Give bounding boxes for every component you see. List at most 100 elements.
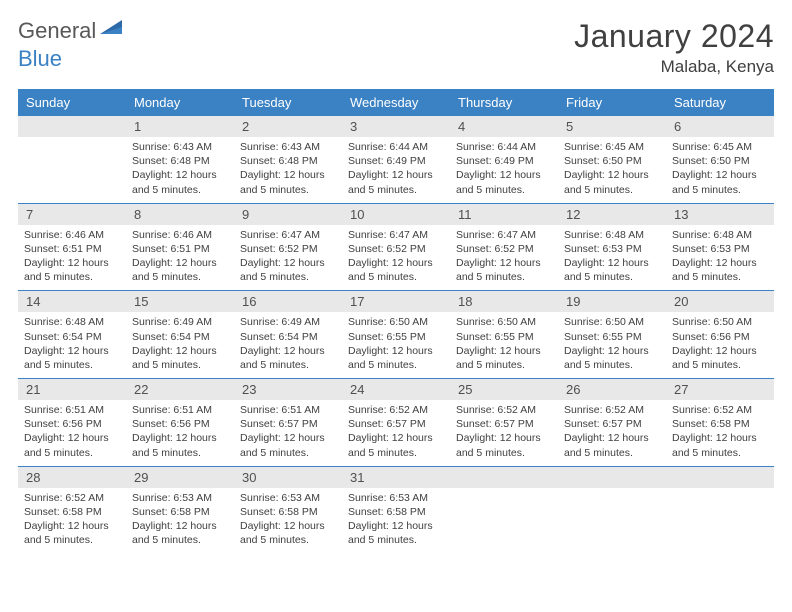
day-details: Sunrise: 6:47 AMSunset: 6:52 PMDaylight:… bbox=[234, 225, 342, 291]
day-details: Sunrise: 6:50 AMSunset: 6:56 PMDaylight:… bbox=[666, 312, 774, 378]
day-details: Sunrise: 6:48 AMSunset: 6:53 PMDaylight:… bbox=[558, 225, 666, 291]
day-number-empty bbox=[666, 467, 774, 488]
day-details: Sunrise: 6:49 AMSunset: 6:54 PMDaylight:… bbox=[234, 312, 342, 378]
day-number: 30 bbox=[234, 467, 342, 488]
day-number: 4 bbox=[450, 116, 558, 137]
calendar-row: 28Sunrise: 6:52 AMSunset: 6:58 PMDayligh… bbox=[18, 466, 774, 554]
brand-logo: General bbox=[18, 18, 124, 44]
brand-part2: Blue bbox=[18, 46, 62, 72]
calendar-cell: 22Sunrise: 6:51 AMSunset: 6:56 PMDayligh… bbox=[126, 379, 234, 466]
day-details: Sunrise: 6:43 AMSunset: 6:48 PMDaylight:… bbox=[126, 137, 234, 203]
day-number: 25 bbox=[450, 379, 558, 400]
brand-triangle-icon bbox=[100, 17, 122, 40]
day-details: Sunrise: 6:52 AMSunset: 6:58 PMDaylight:… bbox=[18, 488, 126, 554]
calendar-cell: 5Sunrise: 6:45 AMSunset: 6:50 PMDaylight… bbox=[558, 116, 666, 203]
day-number: 12 bbox=[558, 204, 666, 225]
calendar-cell: 16Sunrise: 6:49 AMSunset: 6:54 PMDayligh… bbox=[234, 291, 342, 378]
calendar-cell: 26Sunrise: 6:52 AMSunset: 6:57 PMDayligh… bbox=[558, 379, 666, 466]
day-number: 8 bbox=[126, 204, 234, 225]
calendar-row: 7Sunrise: 6:46 AMSunset: 6:51 PMDaylight… bbox=[18, 203, 774, 291]
day-details: Sunrise: 6:52 AMSunset: 6:57 PMDaylight:… bbox=[558, 400, 666, 466]
day-details: Sunrise: 6:48 AMSunset: 6:53 PMDaylight:… bbox=[666, 225, 774, 291]
calendar-cell: 1Sunrise: 6:43 AMSunset: 6:48 PMDaylight… bbox=[126, 116, 234, 203]
calendar-weekday-header: SundayMondayTuesdayWednesdayThursdayFrid… bbox=[18, 89, 774, 116]
calendar-cell bbox=[18, 116, 126, 203]
calendar-cell: 6Sunrise: 6:45 AMSunset: 6:50 PMDaylight… bbox=[666, 116, 774, 203]
location: Malaba, Kenya bbox=[574, 57, 774, 77]
day-number: 3 bbox=[342, 116, 450, 137]
day-details: Sunrise: 6:53 AMSunset: 6:58 PMDaylight:… bbox=[126, 488, 234, 554]
calendar-cell: 14Sunrise: 6:48 AMSunset: 6:54 PMDayligh… bbox=[18, 291, 126, 378]
weekday-wednesday: Wednesday bbox=[342, 89, 450, 116]
day-details: Sunrise: 6:51 AMSunset: 6:56 PMDaylight:… bbox=[126, 400, 234, 466]
day-details: Sunrise: 6:44 AMSunset: 6:49 PMDaylight:… bbox=[450, 137, 558, 203]
calendar-cell: 18Sunrise: 6:50 AMSunset: 6:55 PMDayligh… bbox=[450, 291, 558, 378]
day-details: Sunrise: 6:52 AMSunset: 6:57 PMDaylight:… bbox=[342, 400, 450, 466]
day-details: Sunrise: 6:48 AMSunset: 6:54 PMDaylight:… bbox=[18, 312, 126, 378]
calendar-cell: 8Sunrise: 6:46 AMSunset: 6:51 PMDaylight… bbox=[126, 204, 234, 291]
calendar-cell: 3Sunrise: 6:44 AMSunset: 6:49 PMDaylight… bbox=[342, 116, 450, 203]
day-number: 19 bbox=[558, 291, 666, 312]
day-details: Sunrise: 6:50 AMSunset: 6:55 PMDaylight:… bbox=[558, 312, 666, 378]
day-number: 21 bbox=[18, 379, 126, 400]
day-number: 10 bbox=[342, 204, 450, 225]
day-number: 22 bbox=[126, 379, 234, 400]
calendar-cell: 27Sunrise: 6:52 AMSunset: 6:58 PMDayligh… bbox=[666, 379, 774, 466]
day-number: 28 bbox=[18, 467, 126, 488]
day-details: Sunrise: 6:47 AMSunset: 6:52 PMDaylight:… bbox=[450, 225, 558, 291]
day-details: Sunrise: 6:43 AMSunset: 6:48 PMDaylight:… bbox=[234, 137, 342, 203]
calendar-cell: 19Sunrise: 6:50 AMSunset: 6:55 PMDayligh… bbox=[558, 291, 666, 378]
day-number: 27 bbox=[666, 379, 774, 400]
day-details: Sunrise: 6:45 AMSunset: 6:50 PMDaylight:… bbox=[666, 137, 774, 203]
calendar-cell bbox=[558, 467, 666, 554]
calendar-row: 1Sunrise: 6:43 AMSunset: 6:48 PMDaylight… bbox=[18, 116, 774, 203]
day-number: 15 bbox=[126, 291, 234, 312]
weekday-tuesday: Tuesday bbox=[234, 89, 342, 116]
calendar-cell: 23Sunrise: 6:51 AMSunset: 6:57 PMDayligh… bbox=[234, 379, 342, 466]
calendar-row: 14Sunrise: 6:48 AMSunset: 6:54 PMDayligh… bbox=[18, 290, 774, 378]
day-details: Sunrise: 6:44 AMSunset: 6:49 PMDaylight:… bbox=[342, 137, 450, 203]
day-number: 16 bbox=[234, 291, 342, 312]
calendar-cell: 15Sunrise: 6:49 AMSunset: 6:54 PMDayligh… bbox=[126, 291, 234, 378]
day-number: 20 bbox=[666, 291, 774, 312]
calendar-cell: 2Sunrise: 6:43 AMSunset: 6:48 PMDaylight… bbox=[234, 116, 342, 203]
calendar-row: 21Sunrise: 6:51 AMSunset: 6:56 PMDayligh… bbox=[18, 378, 774, 466]
day-number: 18 bbox=[450, 291, 558, 312]
day-number-empty bbox=[450, 467, 558, 488]
day-number-empty bbox=[18, 116, 126, 137]
calendar-body: 1Sunrise: 6:43 AMSunset: 6:48 PMDaylight… bbox=[18, 116, 774, 553]
calendar-cell bbox=[666, 467, 774, 554]
calendar-cell: 20Sunrise: 6:50 AMSunset: 6:56 PMDayligh… bbox=[666, 291, 774, 378]
day-number: 11 bbox=[450, 204, 558, 225]
day-details: Sunrise: 6:51 AMSunset: 6:56 PMDaylight:… bbox=[18, 400, 126, 466]
calendar-cell: 21Sunrise: 6:51 AMSunset: 6:56 PMDayligh… bbox=[18, 379, 126, 466]
day-details: Sunrise: 6:53 AMSunset: 6:58 PMDaylight:… bbox=[234, 488, 342, 554]
day-number: 26 bbox=[558, 379, 666, 400]
day-details: Sunrise: 6:51 AMSunset: 6:57 PMDaylight:… bbox=[234, 400, 342, 466]
day-details: Sunrise: 6:45 AMSunset: 6:50 PMDaylight:… bbox=[558, 137, 666, 203]
header: General January 2024 Malaba, Kenya bbox=[18, 18, 774, 77]
brand-part1: General bbox=[18, 18, 96, 44]
calendar-cell: 13Sunrise: 6:48 AMSunset: 6:53 PMDayligh… bbox=[666, 204, 774, 291]
weekday-monday: Monday bbox=[126, 89, 234, 116]
calendar-cell: 31Sunrise: 6:53 AMSunset: 6:58 PMDayligh… bbox=[342, 467, 450, 554]
day-number: 5 bbox=[558, 116, 666, 137]
day-details: Sunrise: 6:49 AMSunset: 6:54 PMDaylight:… bbox=[126, 312, 234, 378]
day-details: Sunrise: 6:53 AMSunset: 6:58 PMDaylight:… bbox=[342, 488, 450, 554]
day-details: Sunrise: 6:52 AMSunset: 6:58 PMDaylight:… bbox=[666, 400, 774, 466]
calendar-cell bbox=[450, 467, 558, 554]
day-number: 24 bbox=[342, 379, 450, 400]
calendar-cell: 7Sunrise: 6:46 AMSunset: 6:51 PMDaylight… bbox=[18, 204, 126, 291]
day-number: 7 bbox=[18, 204, 126, 225]
calendar-cell: 10Sunrise: 6:47 AMSunset: 6:52 PMDayligh… bbox=[342, 204, 450, 291]
calendar-cell: 25Sunrise: 6:52 AMSunset: 6:57 PMDayligh… bbox=[450, 379, 558, 466]
month-title: January 2024 bbox=[574, 18, 774, 55]
day-details: Sunrise: 6:47 AMSunset: 6:52 PMDaylight:… bbox=[342, 225, 450, 291]
day-number: 1 bbox=[126, 116, 234, 137]
calendar-cell: 17Sunrise: 6:50 AMSunset: 6:55 PMDayligh… bbox=[342, 291, 450, 378]
day-details: Sunrise: 6:46 AMSunset: 6:51 PMDaylight:… bbox=[18, 225, 126, 291]
calendar-cell: 24Sunrise: 6:52 AMSunset: 6:57 PMDayligh… bbox=[342, 379, 450, 466]
weekday-friday: Friday bbox=[558, 89, 666, 116]
day-number: 13 bbox=[666, 204, 774, 225]
weekday-saturday: Saturday bbox=[666, 89, 774, 116]
